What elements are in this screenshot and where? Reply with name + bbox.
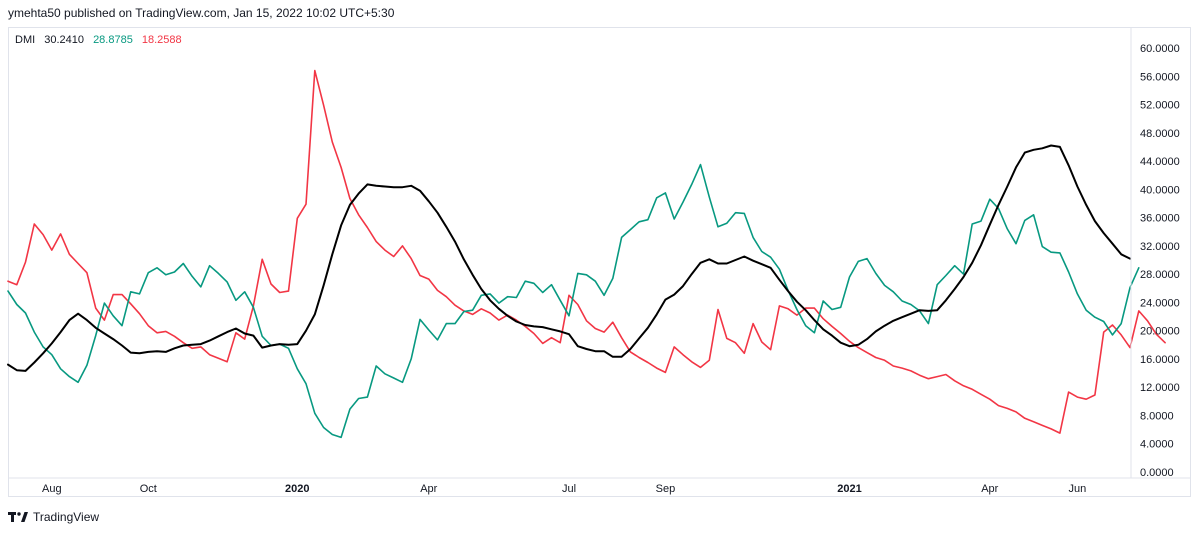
y-tick-label: 16.0000 [1140, 354, 1180, 366]
x-tick-label: Oct [140, 483, 157, 495]
time-axis[interactable]: AugOct2020AprJulSep2021AprJunSep2022 [8, 477, 1200, 495]
x-tick-label: Apr [981, 483, 998, 495]
tradingview-logo-icon [8, 512, 28, 522]
y-tick-label: 4.0000 [1140, 439, 1174, 451]
x-tick-label: 2020 [285, 483, 309, 495]
chart-panel[interactable] [8, 27, 1191, 497]
minus-di-value: 18.2588 [141, 34, 182, 46]
y-tick-label: 8.0000 [1140, 410, 1174, 422]
x-tick-label: Aug [42, 483, 62, 495]
x-tick-label: 2021 [837, 483, 861, 495]
y-tick-label: 36.0000 [1140, 213, 1180, 225]
indicator-name: DMI [15, 34, 36, 46]
brand-label: TradingView [33, 510, 100, 524]
y-tick-label: 0.0000 [1140, 467, 1174, 479]
indicator-legend[interactable]: DMI 30.2410 28.8785 18.2588 [15, 34, 188, 46]
tradingview-brand[interactable]: TradingView [8, 510, 99, 524]
y-tick-label: 52.0000 [1140, 100, 1180, 112]
x-tick-label: Jun [1069, 483, 1087, 495]
plus-di-value: 28.8785 [93, 34, 133, 46]
x-tick-label: Apr [420, 483, 437, 495]
y-tick-label: 48.0000 [1140, 128, 1180, 140]
price-axis[interactable]: 60.0000 56.0000 52.0000 48.0000 44.0000 40.00… [1130, 28, 1180, 479]
plus-di-line [7, 163, 1140, 439]
x-tick-label: Jul [562, 483, 576, 495]
y-tick-label: 60.0000 [1140, 43, 1180, 55]
y-tick-label: 20.0000 [1140, 326, 1180, 338]
y-tick-label: 56.0000 [1140, 71, 1180, 83]
y-tick-label: 32.0000 [1140, 241, 1180, 253]
publish-info: ymehta50 published on TradingView.com, J… [8, 6, 395, 20]
adx-line [7, 144, 1131, 372]
y-tick-label: 28.0000 [1140, 269, 1180, 281]
y-tick-label: 44.0000 [1140, 156, 1180, 168]
minus-di-line [7, 69, 1166, 434]
y-tick-label: 12.0000 [1140, 382, 1180, 394]
series-lines [7, 69, 1166, 439]
y-tick-label: 40.0000 [1140, 184, 1180, 196]
y-tick-label: 24.0000 [1140, 297, 1180, 309]
adx-value: 30.2410 [44, 34, 84, 46]
x-tick-label: Sep [656, 483, 676, 495]
